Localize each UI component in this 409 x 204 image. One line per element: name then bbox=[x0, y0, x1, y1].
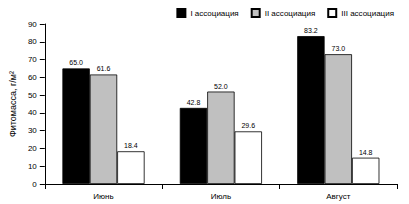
svg-text:42.8: 42.8 bbox=[187, 99, 201, 106]
svg-text:73.0: 73.0 bbox=[331, 45, 345, 52]
svg-text:Август: Август bbox=[326, 192, 350, 201]
svg-text:I ассоциация: I ассоциация bbox=[190, 9, 238, 18]
svg-text:52.0: 52.0 bbox=[214, 83, 228, 90]
svg-text:20: 20 bbox=[28, 144, 37, 153]
svg-text:61.6: 61.6 bbox=[97, 65, 111, 72]
svg-text:18.4: 18.4 bbox=[124, 142, 138, 149]
svg-text:40: 40 bbox=[28, 108, 37, 117]
svg-text:83.2: 83.2 bbox=[304, 27, 318, 34]
svg-text:14.8: 14.8 bbox=[359, 149, 373, 156]
svg-text:10: 10 bbox=[28, 162, 37, 171]
svg-text:0: 0 bbox=[32, 180, 37, 189]
svg-text:III ассоциация: III ассоциация bbox=[341, 9, 394, 18]
svg-text:80: 80 bbox=[28, 37, 37, 46]
svg-text:70: 70 bbox=[28, 55, 37, 64]
svg-text:II ассоциация: II ассоциация bbox=[265, 9, 316, 18]
svg-text:Июнь: Июнь bbox=[93, 192, 113, 201]
svg-text:90: 90 bbox=[28, 20, 37, 29]
svg-text:50: 50 bbox=[28, 91, 37, 100]
svg-text:60: 60 bbox=[28, 73, 37, 82]
svg-text:Июль: Июль bbox=[211, 192, 231, 201]
svg-text:Фитомасса, г/м²: Фитомасса, г/м² bbox=[8, 71, 18, 137]
svg-text:29.6: 29.6 bbox=[241, 122, 255, 129]
svg-text:30: 30 bbox=[28, 126, 37, 135]
svg-text:65.0: 65.0 bbox=[69, 59, 83, 66]
